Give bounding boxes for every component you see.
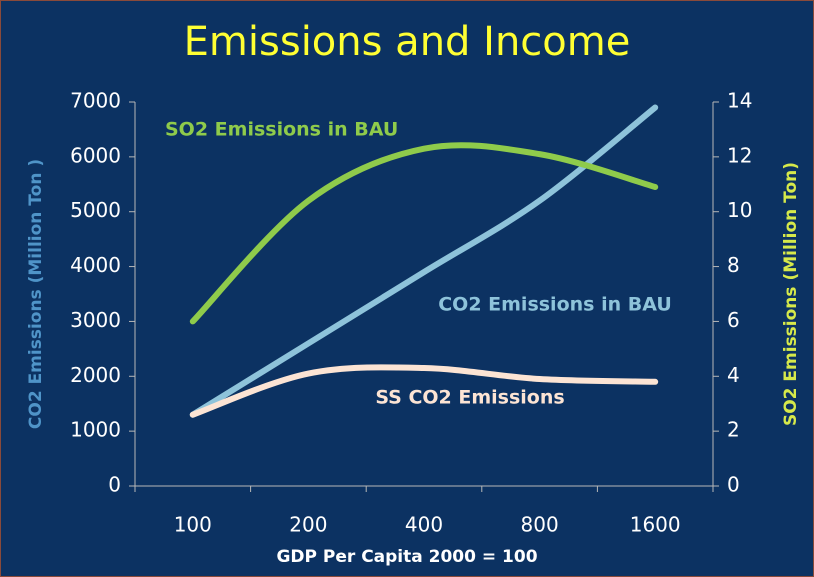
y2-tick-label: 2 [727,418,740,442]
y2-tick-label: 12 [727,143,752,167]
y2-tick-label: 14 [727,89,752,113]
y-tick-label: 4000 [70,253,121,277]
y2-tick-label: 0 [727,473,740,497]
x-tick-label: 100 [174,513,212,537]
series-line [189,142,659,325]
y-axis-label: CO2 Emissions (Million Ton ) [26,159,46,429]
y2-tick-label: 8 [727,253,740,277]
series-line [189,364,659,418]
y-tick-label: 5000 [70,198,121,222]
y-tick-label: 3000 [70,308,121,332]
series-label: SS CO2 Emissions [375,387,564,409]
x-tick-label: 400 [405,513,443,537]
y2-axis-label: SO2 Emissions (Million Ton) [781,162,801,426]
y-tick-label: 6000 [70,143,121,167]
series-label: CO2 Emissions in BAU [438,294,672,316]
x-tick-label: 200 [289,513,327,537]
x-tick-label: 1600 [630,513,681,537]
y2-tick-label: 4 [727,363,740,387]
y2-tick-label: 6 [727,308,740,332]
x-axis-label: GDP Per Capita 2000 = 100 [276,547,537,567]
chart-title: Emissions and Income [184,19,631,65]
y-tick-label: 7000 [70,89,121,113]
series-label: SO2 Emissions in BAU [165,119,398,141]
y2-tick-label: 10 [727,198,752,222]
x-tick-label: 800 [521,513,559,537]
y-tick-label: 2000 [70,363,121,387]
y-tick-label: 0 [108,473,121,497]
y-tick-label: 1000 [70,418,121,442]
